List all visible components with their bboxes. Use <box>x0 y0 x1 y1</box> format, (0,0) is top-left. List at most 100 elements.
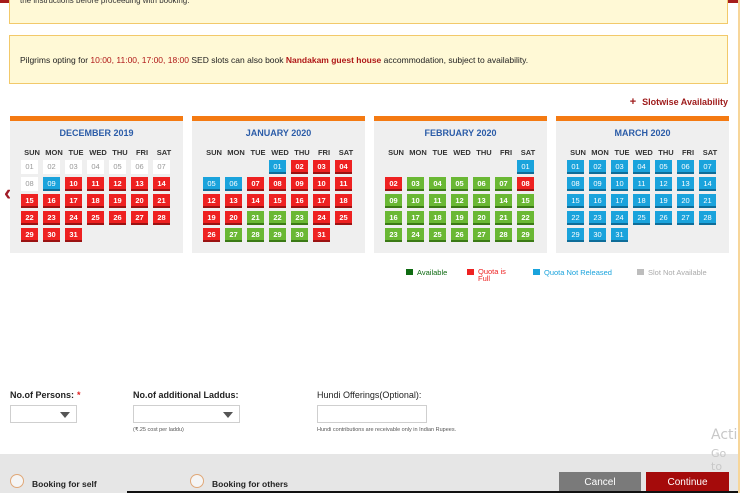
day-cell[interactable]: 17 <box>611 194 628 208</box>
day-cell[interactable]: 18 <box>335 194 352 208</box>
day-cell[interactable]: 26 <box>203 228 220 242</box>
day-cell[interactable]: 02 <box>385 177 402 191</box>
day-cell[interactable]: 23 <box>291 211 308 225</box>
day-cell[interactable]: 14 <box>153 177 170 191</box>
day-cell[interactable]: 29 <box>567 228 584 242</box>
day-cell[interactable]: 27 <box>677 211 694 225</box>
cancel-button[interactable]: Cancel <box>559 472 641 493</box>
day-cell[interactable]: 01 <box>269 160 286 174</box>
hundi-offerings-input[interactable] <box>317 405 427 423</box>
day-cell[interactable]: 20 <box>225 211 242 225</box>
day-cell[interactable]: 18 <box>87 194 104 208</box>
day-cell[interactable]: 02 <box>589 160 606 174</box>
day-cell[interactable]: 12 <box>451 194 468 208</box>
day-cell[interactable]: 24 <box>611 211 628 225</box>
day-cell[interactable]: 06 <box>225 177 242 191</box>
day-cell[interactable]: 25 <box>335 211 352 225</box>
booking-for-self-radio[interactable] <box>10 474 24 488</box>
day-cell[interactable]: 29 <box>21 228 38 242</box>
day-cell[interactable]: 02 <box>291 160 308 174</box>
day-cell[interactable]: 26 <box>655 211 672 225</box>
day-cell[interactable]: 09 <box>589 177 606 191</box>
day-cell[interactable]: 19 <box>109 194 126 208</box>
day-cell[interactable]: 28 <box>247 228 264 242</box>
day-cell[interactable]: 09 <box>43 177 60 191</box>
day-cell[interactable]: 15 <box>517 194 534 208</box>
day-cell[interactable]: 15 <box>269 194 286 208</box>
day-cell[interactable]: 14 <box>699 177 716 191</box>
day-cell[interactable]: 21 <box>699 194 716 208</box>
day-cell[interactable]: 16 <box>43 194 60 208</box>
day-cell[interactable]: 08 <box>269 177 286 191</box>
day-cell[interactable]: 23 <box>589 211 606 225</box>
day-cell[interactable]: 28 <box>699 211 716 225</box>
day-cell[interactable]: 27 <box>473 228 490 242</box>
day-cell[interactable]: 17 <box>65 194 82 208</box>
day-cell[interactable]: 13 <box>225 194 242 208</box>
day-cell[interactable]: 21 <box>153 194 170 208</box>
day-cell[interactable]: 07 <box>247 177 264 191</box>
day-cell[interactable]: 24 <box>65 211 82 225</box>
day-cell[interactable]: 17 <box>313 194 330 208</box>
continue-button[interactable]: Continue <box>646 472 729 493</box>
day-cell[interactable]: 20 <box>473 211 490 225</box>
day-cell[interactable]: 21 <box>247 211 264 225</box>
day-cell[interactable]: 25 <box>87 211 104 225</box>
day-cell[interactable]: 09 <box>385 194 402 208</box>
day-cell[interactable]: 30 <box>589 228 606 242</box>
day-cell[interactable]: 03 <box>407 177 424 191</box>
prev-month-arrow-icon[interactable]: ‹ <box>4 180 12 205</box>
day-cell[interactable]: 11 <box>633 177 650 191</box>
day-cell[interactable]: 14 <box>495 194 512 208</box>
day-cell[interactable]: 24 <box>407 228 424 242</box>
day-cell[interactable]: 18 <box>429 211 446 225</box>
day-cell[interactable]: 28 <box>153 211 170 225</box>
day-cell[interactable]: 20 <box>131 194 148 208</box>
day-cell[interactable]: 27 <box>225 228 242 242</box>
day-cell[interactable]: 26 <box>109 211 126 225</box>
laddus-select[interactable] <box>133 405 240 423</box>
day-cell[interactable]: 15 <box>567 194 584 208</box>
day-cell[interactable]: 12 <box>203 194 220 208</box>
day-cell[interactable]: 24 <box>313 211 330 225</box>
day-cell[interactable]: 13 <box>473 194 490 208</box>
day-cell[interactable]: 20 <box>677 194 694 208</box>
day-cell[interactable]: 10 <box>313 177 330 191</box>
day-cell[interactable]: 05 <box>451 177 468 191</box>
day-cell[interactable]: 05 <box>655 160 672 174</box>
day-cell[interactable]: 19 <box>451 211 468 225</box>
day-cell[interactable]: 04 <box>429 177 446 191</box>
day-cell[interactable]: 06 <box>677 160 694 174</box>
day-cell[interactable]: 10 <box>65 177 82 191</box>
day-cell[interactable]: 10 <box>611 177 628 191</box>
day-cell[interactable]: 12 <box>655 177 672 191</box>
day-cell[interactable]: 13 <box>677 177 694 191</box>
day-cell[interactable]: 11 <box>429 194 446 208</box>
day-cell[interactable]: 03 <box>611 160 628 174</box>
day-cell[interactable]: 06 <box>473 177 490 191</box>
day-cell[interactable]: 22 <box>567 211 584 225</box>
day-cell[interactable]: 01 <box>517 160 534 174</box>
day-cell[interactable]: 31 <box>65 228 82 242</box>
day-cell[interactable]: 10 <box>407 194 424 208</box>
day-cell[interactable]: 29 <box>517 228 534 242</box>
day-cell[interactable]: 11 <box>87 177 104 191</box>
day-cell[interactable]: 09 <box>291 177 308 191</box>
day-cell[interactable]: 31 <box>611 228 628 242</box>
day-cell[interactable]: 07 <box>495 177 512 191</box>
day-cell[interactable]: 17 <box>407 211 424 225</box>
day-cell[interactable]: 14 <box>247 194 264 208</box>
day-cell[interactable]: 31 <box>313 228 330 242</box>
day-cell[interactable]: 22 <box>269 211 286 225</box>
booking-for-others-label[interactable]: Booking for others <box>212 479 289 489</box>
slotwise-availability-link[interactable]: + Slotwise Availability <box>630 96 728 108</box>
booking-for-self-label[interactable]: Booking for self <box>32 479 97 489</box>
day-cell[interactable]: 25 <box>429 228 446 242</box>
day-cell[interactable]: 05 <box>203 177 220 191</box>
day-cell[interactable]: 22 <box>21 211 38 225</box>
day-cell[interactable]: 30 <box>43 228 60 242</box>
day-cell[interactable]: 08 <box>567 177 584 191</box>
day-cell[interactable]: 16 <box>291 194 308 208</box>
day-cell[interactable]: 23 <box>43 211 60 225</box>
day-cell[interactable]: 03 <box>313 160 330 174</box>
